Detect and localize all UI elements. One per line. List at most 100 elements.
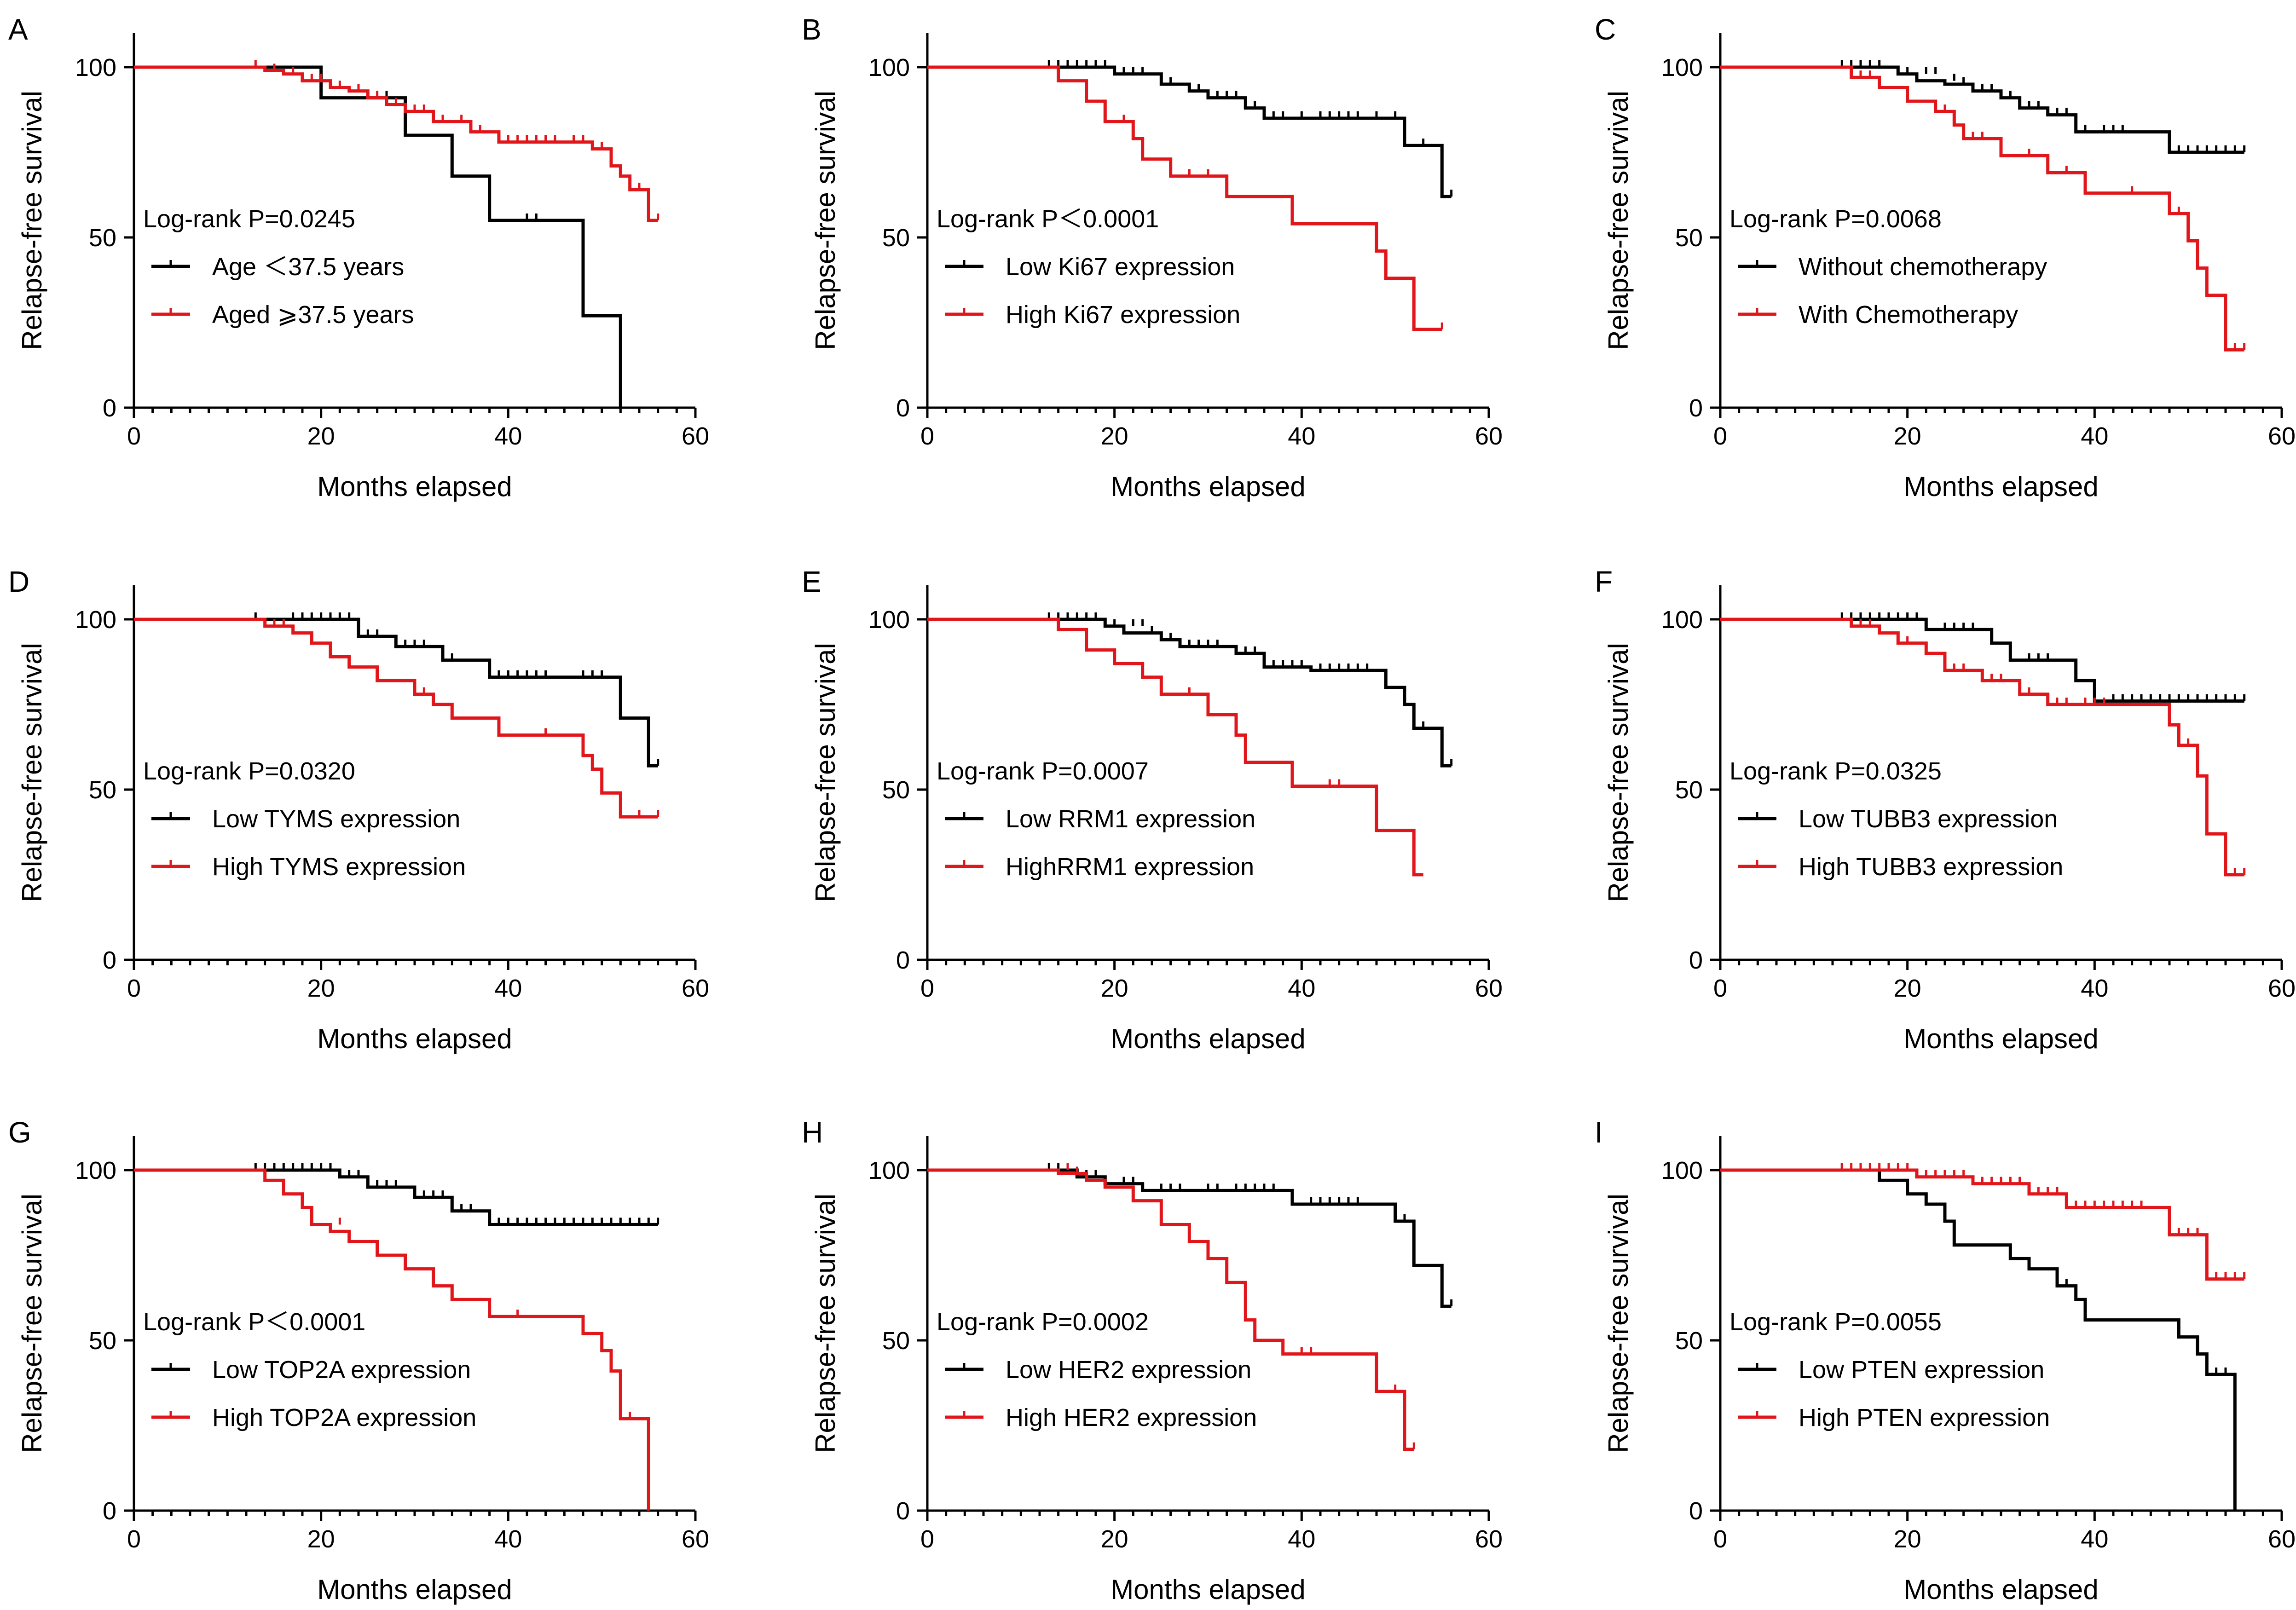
x-tick-label: 0 bbox=[1713, 422, 1727, 450]
y-tick-label: 0 bbox=[1689, 946, 1703, 974]
legend-label: High TUBB3 expression bbox=[1799, 853, 2063, 881]
x-tick-label: 20 bbox=[1101, 1525, 1128, 1553]
panel-letter: G bbox=[8, 1116, 31, 1149]
legend-label: Aged ⩾37.5 years bbox=[212, 301, 414, 329]
x-tick-label: 20 bbox=[307, 975, 335, 1002]
x-tick-label: 60 bbox=[1475, 975, 1503, 1002]
legend-label: High TYMS expression bbox=[212, 853, 466, 881]
y-tick-label: 100 bbox=[75, 54, 116, 81]
y-axis-title: Relapse-free survival bbox=[1603, 643, 1634, 902]
x-axis-title: Months elapsed bbox=[1903, 1023, 2099, 1054]
panel-letter: I bbox=[1595, 1116, 1603, 1149]
legend-label: Low HER2 expression bbox=[1006, 1356, 1251, 1384]
x-tick-label: 60 bbox=[2268, 1525, 2296, 1553]
log-rank-stat: Log-rank P＜0.0001 bbox=[937, 205, 1159, 233]
legend-label: Age ＜37.5 years bbox=[212, 253, 404, 281]
x-tick-label: 40 bbox=[494, 1525, 522, 1553]
series-low-curve bbox=[134, 617, 658, 767]
log-rank-stat: Log-rank P=0.0002 bbox=[937, 1308, 1149, 1336]
panel-letter: B bbox=[802, 13, 821, 46]
x-tick-label: 20 bbox=[1101, 975, 1128, 1002]
series-low-curve bbox=[927, 1168, 1452, 1308]
x-axis-title: Months elapsed bbox=[1903, 471, 2099, 502]
x-axis-title: Months elapsed bbox=[1110, 1023, 1306, 1054]
legend-label: High TOP2A expression bbox=[212, 1404, 476, 1431]
x-tick-label: 40 bbox=[1288, 1525, 1315, 1553]
panel-e: E 0 20 40 60 0 50 100 Months elapsed Relapse-free… bbox=[802, 565, 1503, 1054]
y-axis-title: Relapse-free survival bbox=[17, 91, 47, 350]
panel-letter: F bbox=[1595, 565, 1613, 598]
y-tick-label: 100 bbox=[1661, 54, 1703, 81]
x-tick-label: 40 bbox=[494, 422, 522, 450]
x-axis-title: Months elapsed bbox=[1110, 471, 1306, 502]
series-high-curve bbox=[134, 65, 658, 222]
y-axis-title: Relapse-free survival bbox=[810, 643, 841, 902]
legend-label: High HER2 expression bbox=[1006, 1404, 1257, 1431]
y-tick-label: 100 bbox=[1661, 1157, 1703, 1184]
x-tick-label: 0 bbox=[920, 422, 934, 450]
x-tick-label: 0 bbox=[920, 1525, 934, 1553]
panel-letter: C bbox=[1595, 13, 1616, 46]
y-tick-label: 0 bbox=[103, 946, 116, 974]
x-tick-label: 0 bbox=[1713, 1525, 1727, 1553]
series-low-curve bbox=[927, 617, 1452, 767]
y-tick-label: 0 bbox=[896, 394, 910, 422]
panel-f: F 0 20 40 60 0 50 100 Months elapsed Relapse-free… bbox=[1595, 565, 2296, 1054]
series-low-curve bbox=[1720, 1168, 2237, 1511]
legend-label: Low RRM1 expression bbox=[1006, 805, 1255, 833]
y-tick-label: 50 bbox=[89, 224, 116, 252]
x-tick-label: 40 bbox=[2081, 422, 2108, 450]
y-axis-title: Relapse-free survival bbox=[1603, 1194, 1634, 1453]
y-axis-title: Relapse-free survival bbox=[810, 91, 841, 350]
panel-b: B 0 20 40 60 0 50 100 Months elapsed Relapse-free… bbox=[802, 13, 1503, 502]
series-high-curve bbox=[927, 1168, 1414, 1451]
y-tick-label: 0 bbox=[896, 946, 910, 974]
legend-label: Low PTEN expression bbox=[1799, 1356, 2044, 1384]
legend-label: Low TYMS expression bbox=[212, 805, 460, 833]
y-axis-title: Relapse-free survival bbox=[17, 1194, 47, 1453]
y-tick-label: 0 bbox=[1689, 394, 1703, 422]
x-tick-label: 60 bbox=[682, 975, 709, 1002]
panel-d: D 0 20 40 60 0 50 100 Months elapsed Relapse-free… bbox=[8, 565, 709, 1054]
x-tick-label: 40 bbox=[1288, 422, 1315, 450]
x-tick-label: 0 bbox=[127, 975, 141, 1002]
legend-label: Low TUBB3 expression bbox=[1799, 805, 2058, 833]
x-tick-label: 40 bbox=[1288, 975, 1315, 1002]
y-tick-label: 100 bbox=[1661, 606, 1703, 634]
log-rank-stat: Log-rank P=0.0325 bbox=[1729, 757, 1942, 785]
panel-letter: A bbox=[8, 13, 28, 46]
x-tick-label: 20 bbox=[1894, 1525, 1921, 1553]
series-low-curve bbox=[134, 65, 622, 408]
y-tick-label: 100 bbox=[75, 606, 116, 634]
x-tick-label: 60 bbox=[1475, 422, 1503, 450]
y-axis-title: Relapse-free survival bbox=[17, 643, 47, 902]
series-high-curve bbox=[134, 1168, 650, 1511]
log-rank-stat: Log-rank P=0.0245 bbox=[143, 205, 355, 233]
y-tick-label: 50 bbox=[1675, 1327, 1703, 1355]
x-axis-title: Months elapsed bbox=[317, 1023, 512, 1054]
log-rank-stat: Log-rank P=0.0068 bbox=[1729, 205, 1942, 233]
y-tick-label: 50 bbox=[882, 776, 910, 804]
panel-i: I 0 20 40 60 0 50 100 Months elapsed Relapse-free… bbox=[1595, 1116, 2296, 1605]
y-tick-label: 50 bbox=[882, 224, 910, 252]
x-tick-label: 60 bbox=[2268, 422, 2296, 450]
x-tick-label: 40 bbox=[2081, 975, 2108, 1002]
x-tick-label: 40 bbox=[2081, 1525, 2108, 1553]
series-low-curve bbox=[1720, 65, 2244, 154]
x-tick-label: 0 bbox=[1713, 975, 1727, 1002]
y-tick-label: 100 bbox=[868, 54, 910, 81]
legend-label: High PTEN expression bbox=[1799, 1404, 2050, 1431]
log-rank-stat: Log-rank P=0.0055 bbox=[1729, 1308, 1942, 1336]
y-tick-label: 0 bbox=[103, 394, 116, 422]
x-tick-label: 20 bbox=[307, 1525, 335, 1553]
x-tick-label: 20 bbox=[1894, 975, 1921, 1002]
legend-label: High Ki67 expression bbox=[1006, 301, 1240, 329]
y-axis-title: Relapse-free survival bbox=[810, 1194, 841, 1453]
series-high-curve bbox=[1720, 65, 2244, 352]
y-tick-label: 0 bbox=[1689, 1497, 1703, 1525]
panel-g: G 0 20 40 60 0 50 100 Months elapsed Relapse-free… bbox=[8, 1116, 709, 1605]
series-low-curve bbox=[1720, 617, 2244, 703]
panel-a: A 0 20 40 60 0 50 100 Months elapsed Relapse-free… bbox=[8, 13, 709, 502]
x-tick-label: 60 bbox=[2268, 975, 2296, 1002]
series-high-curve bbox=[1720, 617, 2244, 877]
